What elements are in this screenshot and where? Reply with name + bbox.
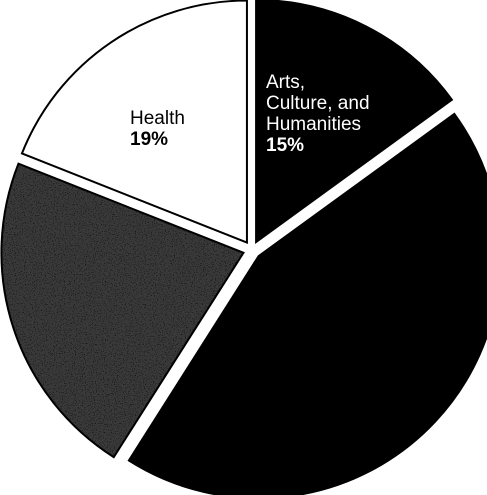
slice-label-line: Culture, and: [266, 93, 370, 114]
slice-percent-label: 19%: [130, 129, 168, 150]
pie-slice-4: [20, 0, 248, 245]
slice-label-line: Arts,: [266, 72, 305, 93]
pie-labels: Arts, Culture, and Humanities 15% Health 19%: [130, 72, 370, 156]
slice-label-1: Arts, Culture, and Humanities 15%: [266, 72, 370, 156]
slice-label-line: Humanities: [266, 114, 361, 135]
pie-slice-2: [127, 112, 487, 495]
slice-label-line: Health: [130, 108, 185, 129]
slice-label-4: Health 19%: [130, 108, 185, 150]
pie-slice-1: [255, 0, 454, 244]
slice-percent-label: 15%: [266, 135, 304, 156]
pie-slice-3-texture: [1, 163, 244, 458]
